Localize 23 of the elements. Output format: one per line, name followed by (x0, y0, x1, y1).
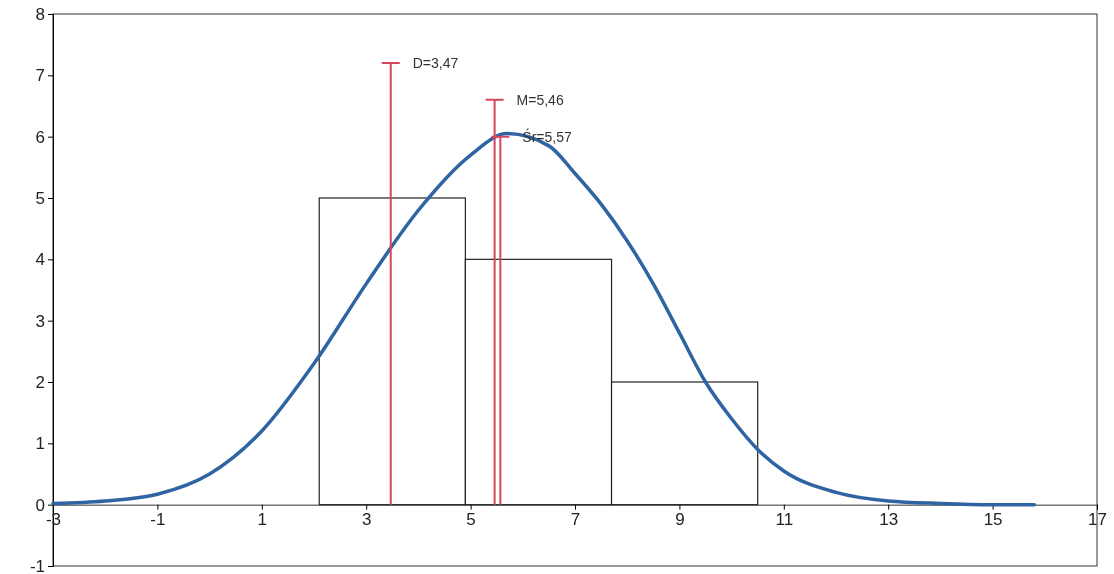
y-tick-label: 4 (35, 250, 45, 270)
y-tick-label: -1 (29, 556, 45, 574)
y-tick-label: 2 (35, 372, 45, 392)
y-tick-label: 8 (35, 4, 45, 24)
x-tick-label: 13 (879, 509, 899, 529)
x-tick-label: -1 (150, 509, 166, 529)
x-tick-label: 17 (1088, 509, 1107, 529)
x-tick-label: 1 (257, 509, 268, 529)
x-tick-label: 15 (983, 509, 1003, 529)
x-tick-label: 11 (775, 509, 794, 529)
y-tick-label: 5 (35, 188, 45, 208)
y-tick-label: 6 (35, 127, 45, 147)
x-tick-label: 9 (675, 509, 685, 529)
legend-label: Śr=5,57 (522, 127, 572, 145)
legend-label: M=5,46 (516, 91, 564, 108)
y-tick-label: 1 (35, 434, 45, 454)
x-tick-label: 5 (466, 509, 476, 529)
x-tick-label: 3 (361, 509, 372, 529)
legend-label: D=3,47 (412, 55, 459, 72)
y-tick-label: 0 (35, 495, 45, 515)
y-tick-label: 3 (35, 311, 45, 331)
x-tick-label: 7 (570, 509, 581, 529)
y-tick-label: 7 (35, 66, 45, 86)
